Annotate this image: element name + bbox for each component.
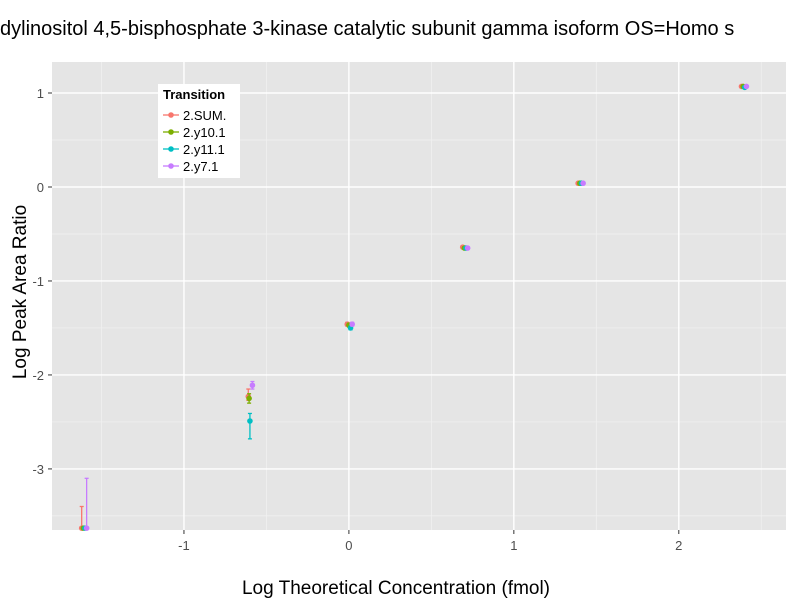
legend-item: 2.y11.1 <box>163 142 225 157</box>
x-tick-label: 1 <box>510 538 517 553</box>
legend-items: 2.SUM. 2.y10.1 2.y11.1 2.y7.1 <box>163 108 226 174</box>
legend-item-label: 2.SUM. <box>183 108 226 123</box>
legend-key-dot <box>168 163 174 169</box>
legend-key-dot <box>168 112 174 118</box>
legend-item: 2.y10.1 <box>163 125 226 140</box>
series-2-y7-1 <box>83 83 750 531</box>
legend-title: Transition <box>163 87 225 102</box>
chart-title: dylinositol 4,5-bisphosphate 3-kinase ca… <box>0 18 734 40</box>
legend-item-label: 2.y10.1 <box>183 125 226 140</box>
data-point <box>247 418 253 424</box>
y-axis-ticks: -3 -2 -1 0 1 <box>32 86 52 477</box>
y-tick-label: 1 <box>37 86 44 101</box>
data-point <box>83 525 90 531</box>
legend: Transition 2.SUM. 2.y10.1 2.y11.1 2.y7.1 <box>158 84 240 178</box>
x-tick-label: 2 <box>675 538 682 553</box>
data-point <box>249 382 256 389</box>
legend-key-dot <box>168 129 174 135</box>
y-tick-label: -2 <box>32 368 44 383</box>
data-point <box>464 245 471 251</box>
x-axis-ticks: -1 0 1 2 <box>178 530 682 553</box>
data-point <box>349 321 355 327</box>
series-layer <box>78 83 750 531</box>
data-point <box>246 395 252 402</box>
grid-minor <box>52 62 786 530</box>
y-tick-label: -1 <box>32 274 44 289</box>
y-tick-label: -3 <box>32 462 44 477</box>
legend-item: 2.y7.1 <box>163 159 218 174</box>
data-point <box>743 83 750 90</box>
legend-item-label: 2.y7.1 <box>183 159 218 174</box>
x-axis-title: Log Theoretical Concentration (fmol) <box>242 578 550 599</box>
legend-key-dot <box>168 146 174 152</box>
y-tick-label: 0 <box>37 180 44 195</box>
y-axis-title: Log Peak Area Ratio <box>10 205 31 379</box>
legend-item-label: 2.y11.1 <box>183 142 225 157</box>
x-tick-label: 0 <box>345 538 352 553</box>
data-point <box>580 180 586 187</box>
x-tick-label: -1 <box>178 538 190 553</box>
legend-item: 2.SUM. <box>163 108 226 123</box>
